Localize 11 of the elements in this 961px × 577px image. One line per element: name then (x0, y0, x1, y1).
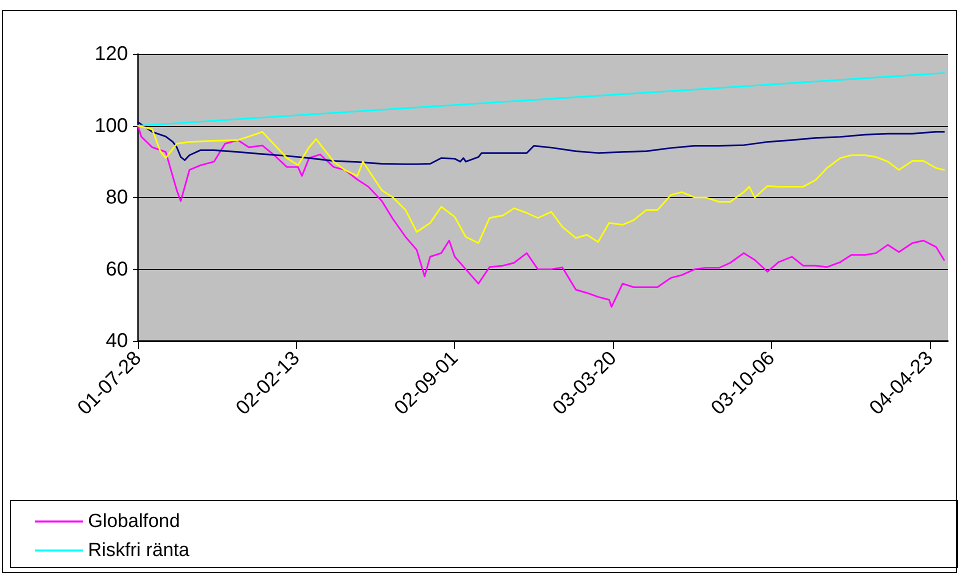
line-series (137, 124, 945, 244)
y-tick-label: 40 (106, 330, 128, 352)
legend-label: Globalfond (88, 511, 180, 532)
y-tick-label: 80 (106, 186, 128, 208)
line-series (137, 124, 945, 308)
y-tick-label: 120 (94, 43, 128, 65)
y-tick-label: 100 (94, 114, 128, 137)
legend-label: Riskfri ränta (88, 540, 190, 561)
line-series (137, 121, 945, 165)
y-tick-label: 60 (106, 258, 128, 280)
line-series (137, 72, 945, 127)
